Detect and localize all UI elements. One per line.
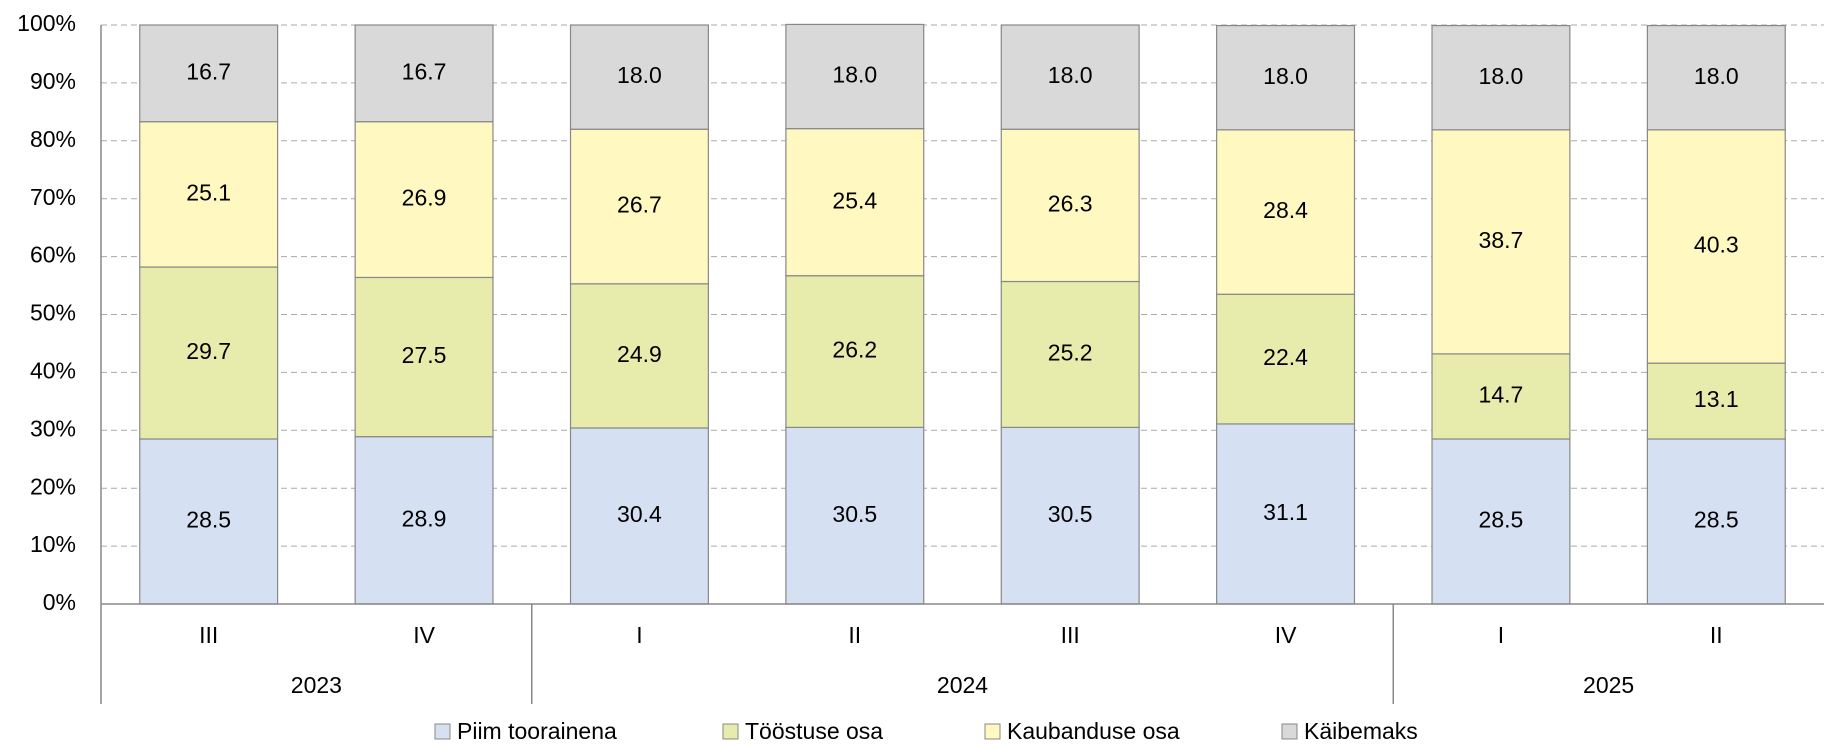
y-tick-label: 90% (30, 68, 76, 94)
data-label: 18.0 (832, 62, 877, 88)
data-label: 26.7 (617, 192, 662, 218)
data-label: 38.7 (1479, 227, 1524, 253)
data-label: 40.3 (1694, 232, 1739, 258)
data-label: 25.2 (1048, 340, 1093, 366)
data-label: 18.0 (617, 62, 662, 88)
legend-swatch (722, 723, 739, 740)
bar-segment (1646, 24, 1786, 131)
bar-segment (1431, 438, 1571, 605)
data-label: 29.7 (186, 338, 231, 364)
data-label: 18.0 (1479, 63, 1524, 89)
bar-segment (1431, 24, 1571, 131)
bar-segment (1000, 128, 1140, 283)
x-tick-label: III (199, 622, 218, 648)
y-tick-label: 100% (17, 10, 76, 36)
bar-segment (1000, 24, 1140, 130)
x-tick-label: I (1498, 622, 1504, 648)
data-label: 27.5 (402, 342, 447, 368)
data-label: 31.1 (1263, 499, 1308, 525)
data-label: 28.4 (1263, 197, 1308, 223)
bar-segment (785, 128, 925, 277)
bar-segment (569, 283, 709, 429)
data-label: 28.9 (402, 505, 447, 531)
bar-segment (139, 24, 279, 123)
legend-label: Tööstuse osa (745, 718, 883, 744)
y-tick-label: 40% (30, 357, 76, 383)
bar-segment (1000, 280, 1140, 429)
bar-segment (1216, 129, 1356, 295)
y-tick-label: 10% (30, 531, 76, 557)
y-tick-label: 70% (30, 184, 76, 210)
x-tick-label: II (848, 622, 861, 648)
bar-segment (354, 121, 494, 279)
y-tick-label: 30% (30, 415, 76, 441)
y-tick-label: 0% (43, 589, 76, 615)
bar-segment (139, 266, 279, 440)
bar-segment (1000, 426, 1140, 605)
data-label: 26.2 (832, 337, 877, 363)
bar-segment (1431, 129, 1571, 355)
data-label: 24.9 (617, 341, 662, 367)
bar-segment (785, 426, 925, 605)
data-label: 18.0 (1694, 63, 1739, 89)
bar-segment (354, 436, 494, 605)
data-label: 28.5 (1479, 507, 1524, 533)
bar-segment (354, 24, 494, 123)
data-label: 22.4 (1263, 344, 1308, 370)
group-label: 2025 (1583, 672, 1634, 698)
y-tick-label: 60% (30, 242, 76, 268)
data-label: 28.5 (1694, 507, 1739, 533)
data-label: 14.7 (1479, 382, 1524, 408)
data-label: 30.4 (617, 501, 662, 527)
legend-label: Kaubanduse osa (1007, 718, 1180, 744)
bar-segment (139, 121, 279, 268)
x-tick-label: II (1710, 622, 1723, 648)
bar-segment (785, 23, 925, 130)
data-label: 28.5 (186, 507, 231, 533)
data-label: 18.0 (1263, 63, 1308, 89)
y-tick-label: 50% (30, 300, 76, 326)
bar-segment (569, 24, 709, 130)
x-tick-label: III (1061, 622, 1080, 648)
bar-segment (569, 128, 709, 285)
group-label: 2023 (291, 672, 342, 698)
bar-segment (354, 276, 494, 438)
y-tick-label: 80% (30, 126, 76, 152)
bar-segment (1216, 24, 1356, 131)
data-label: 18.0 (1048, 62, 1093, 88)
data-label: 16.7 (402, 58, 447, 84)
legend-swatch (1281, 723, 1298, 740)
bar-segment (1431, 353, 1571, 440)
data-label: 26.3 (1048, 190, 1093, 216)
bar-segment (785, 275, 925, 429)
data-label: 13.1 (1694, 386, 1739, 412)
group-label: 2024 (937, 672, 988, 698)
data-label: 25.4 (832, 187, 877, 213)
data-label: 16.7 (186, 58, 231, 84)
legend-swatch (984, 723, 1001, 740)
data-label: 30.5 (1048, 501, 1093, 527)
data-label: 26.9 (402, 185, 447, 211)
legend-swatch (434, 723, 451, 740)
legend-label: Piim toorainena (457, 718, 617, 744)
legend-label: Käibemaks (1304, 718, 1418, 744)
data-label: 30.5 (832, 501, 877, 527)
bar-segment (1216, 423, 1356, 605)
x-tick-label: I (636, 622, 642, 648)
data-label: 25.1 (186, 179, 231, 205)
x-tick-label: IV (1275, 622, 1297, 648)
x-tick-label: IV (413, 622, 435, 648)
y-tick-label: 20% (30, 473, 76, 499)
